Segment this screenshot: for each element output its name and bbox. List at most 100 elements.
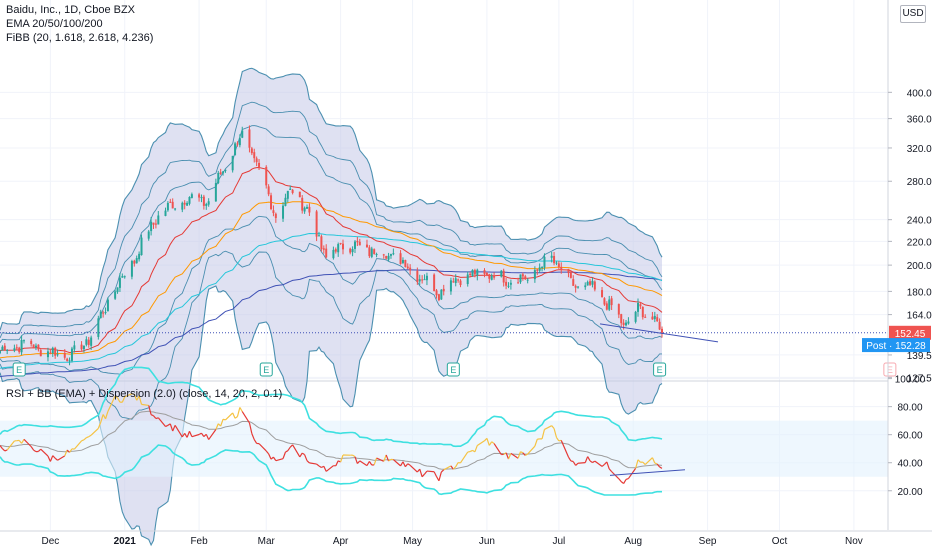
rsi-segment xyxy=(23,438,32,448)
earnings-marker[interactable]: E xyxy=(883,362,897,377)
candle-body xyxy=(332,249,335,259)
ema200-line xyxy=(0,269,663,378)
post-price-tag xyxy=(862,338,930,353)
rsi-segment xyxy=(359,460,368,467)
candle-body xyxy=(519,274,522,283)
candle-body xyxy=(118,277,121,288)
rsi-segment xyxy=(1,448,6,452)
rsi-segment xyxy=(222,418,226,421)
last-price-tag xyxy=(889,325,931,340)
price-tick-label: 220.00 xyxy=(907,237,932,248)
candle-body xyxy=(351,249,354,253)
candle-body xyxy=(39,350,42,357)
candle-body xyxy=(421,279,424,281)
candle-body xyxy=(106,299,109,312)
rsi-segment xyxy=(49,455,54,462)
candle-body xyxy=(123,276,126,278)
rsi-segment xyxy=(438,471,442,481)
candle-body xyxy=(608,299,611,310)
candle-body xyxy=(437,294,440,301)
candle-body xyxy=(625,322,628,326)
time-tick-label: Mar xyxy=(258,536,276,547)
price-tick-label: 360.00 xyxy=(907,115,932,126)
candle-body xyxy=(500,270,503,277)
candle-body xyxy=(469,273,472,276)
rsi-segment xyxy=(81,439,85,442)
rsi-segment xyxy=(282,451,286,459)
rsi-segment xyxy=(608,468,613,473)
rsi-segment xyxy=(169,423,174,432)
rsi-segment xyxy=(54,457,58,461)
candle-body xyxy=(166,202,169,211)
candle-body xyxy=(90,337,93,346)
rsi-segment xyxy=(208,429,217,440)
earnings-marker[interactable]: E xyxy=(259,362,273,377)
candle-body xyxy=(46,351,49,358)
candle-body xyxy=(164,210,167,216)
rsi-segment xyxy=(424,470,428,475)
rsi-segment xyxy=(587,456,591,462)
candle-body xyxy=(538,267,541,271)
candle-body xyxy=(234,143,237,156)
candle-body xyxy=(550,255,553,258)
candle-body xyxy=(358,241,361,246)
earnings-marker[interactable]: E xyxy=(12,362,26,377)
rsi-segment xyxy=(409,464,418,473)
candle-body xyxy=(219,172,222,174)
candle-body xyxy=(291,189,294,193)
candle-body xyxy=(157,215,160,225)
rsi-segment xyxy=(426,470,435,473)
earnings-marker-box xyxy=(653,362,667,377)
candle-body xyxy=(70,348,73,361)
candle-body xyxy=(385,256,388,259)
candle-body xyxy=(116,287,119,293)
candle-body xyxy=(224,169,227,171)
candle-body xyxy=(404,259,407,267)
earnings-marker-label: E xyxy=(16,365,22,375)
candle-body xyxy=(389,254,392,256)
rsi-legend: RSI + BB (EMA) + Dispersion (2.0) (close… xyxy=(6,388,283,400)
ema-legend: EMA 20/50/100/200 xyxy=(6,18,103,30)
rsi-segment xyxy=(234,416,238,419)
rsi-segment xyxy=(368,461,373,466)
rsi-segment xyxy=(114,395,118,399)
candle-body xyxy=(308,206,311,213)
candle-body xyxy=(627,321,630,324)
candle-body xyxy=(286,190,289,199)
fibb-legend: FiBB (20, 1.618, 2.618, 4.236) xyxy=(6,32,154,44)
candle-body xyxy=(154,223,157,225)
rsi-segment xyxy=(443,465,452,471)
candle-body xyxy=(318,235,321,237)
candle-body xyxy=(241,130,244,138)
earnings-marker[interactable]: E xyxy=(653,362,667,377)
earnings-marker[interactable]: E xyxy=(446,362,460,377)
rsi-segment xyxy=(225,412,234,421)
rsi-segment xyxy=(440,469,445,473)
rsi-tick-label: 60.00 xyxy=(897,431,922,442)
rsi-segment xyxy=(551,425,555,429)
rsi-segment xyxy=(30,446,35,451)
rsi-segment xyxy=(433,471,438,477)
candle-body xyxy=(1,346,4,351)
candle-body xyxy=(200,197,203,199)
candle-body xyxy=(452,281,455,283)
candle-body xyxy=(399,253,402,264)
last-price-line xyxy=(0,323,888,343)
price-tick-label: 320.00 xyxy=(907,144,932,155)
candle-body xyxy=(181,202,184,210)
candle-body xyxy=(87,339,90,345)
post-price-tag-label: Post · 152.28 xyxy=(866,341,926,352)
candle-body xyxy=(507,285,510,287)
candles[interactable] xyxy=(0,125,663,366)
candle-body xyxy=(440,289,443,300)
rsi-segment xyxy=(584,456,589,463)
currency-button[interactable]: USD xyxy=(900,5,926,23)
rsi-segment xyxy=(534,438,538,447)
rsi-segment xyxy=(265,450,270,455)
candle-body xyxy=(255,158,258,163)
candle-body xyxy=(567,269,570,274)
